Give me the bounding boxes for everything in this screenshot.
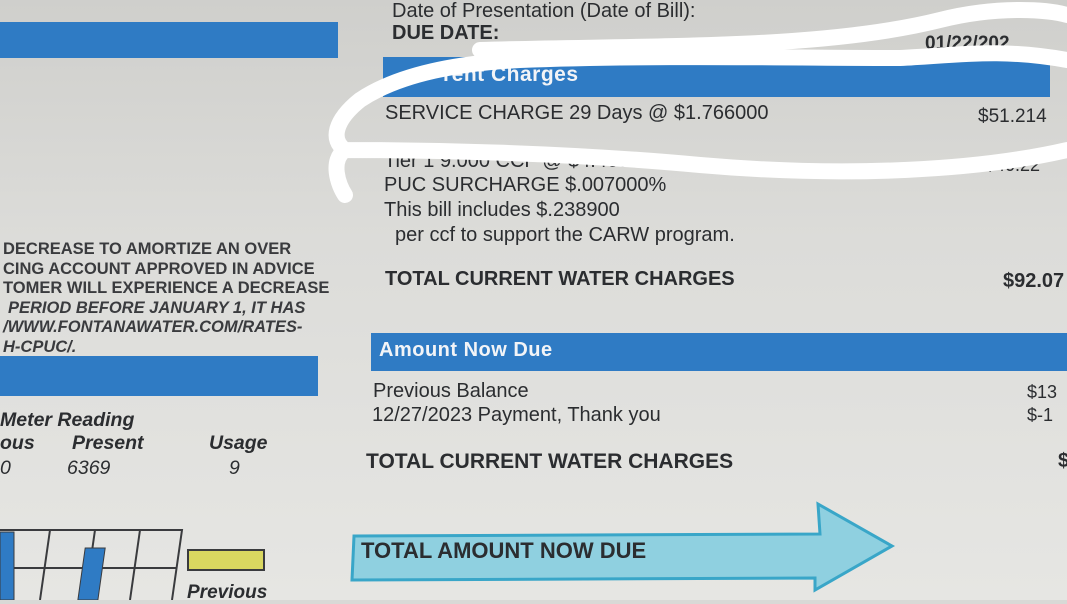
section-bar bbox=[0, 22, 338, 58]
meter-value-previous: 0 bbox=[0, 457, 11, 479]
previous-balance-label: Previous Balance bbox=[373, 380, 529, 402]
notice-line: DECREASE TO AMORTIZE AN OVER bbox=[3, 240, 292, 258]
notice-text: DECREASE TO AMORTIZE AN OVER CING ACCOUN… bbox=[3, 240, 329, 357]
amount-now-due-header: Amount Now Due bbox=[371, 333, 1067, 371]
usage-bar bbox=[77, 547, 106, 600]
amount-now-due-title: Amount Now Due bbox=[379, 339, 553, 361]
payment-label: 12/27/2023 Payment, Thank you bbox=[372, 404, 661, 426]
total-current-charges-amount: $92.07 bbox=[1003, 270, 1065, 292]
legend-swatch-previous bbox=[187, 549, 265, 571]
usage-bar bbox=[0, 531, 15, 600]
meter-reading-title: Meter Reading bbox=[0, 409, 135, 431]
notice-line: PERIOD BEFORE JANUARY 1, IT HAS bbox=[8, 298, 306, 317]
date-of-presentation-label: Date of Presentation (Date of Bill): bbox=[392, 0, 696, 22]
charge-line-service: SERVICE CHARGE 29 Days @ $1.766000 bbox=[385, 102, 769, 124]
notice-line: H-CPUC/. bbox=[3, 337, 77, 356]
notice-line: CING ACCOUNT APPROVED IN ADVICE bbox=[3, 259, 315, 278]
total-current-charges-label: TOTAL CURRENT WATER CHARGES bbox=[385, 268, 735, 290]
total-amount-now-due-label: TOTAL AMOUNT NOW DUE bbox=[361, 538, 647, 563]
charge-line-puc: PUC SURCHARGE $.007000% bbox=[384, 174, 667, 196]
notice-line: /WWW.FONTANAWATER.COM/RATES- bbox=[3, 318, 303, 336]
usage-chart bbox=[0, 529, 265, 600]
arrow-shape bbox=[350, 501, 896, 593]
due-date-label: DUE DATE: bbox=[392, 22, 500, 44]
notice-line: TOMER WILL EXPERIENCE A DECREASE bbox=[3, 279, 330, 297]
meter-col-usage: Usage bbox=[209, 432, 268, 454]
previous-balance-amount: $13 bbox=[1027, 382, 1058, 402]
payment-amount: $-1 bbox=[1027, 405, 1054, 425]
amount-due-total-charges-amount: $ bbox=[1058, 450, 1067, 472]
amount-due-total-charges-label: TOTAL CURRENT WATER CHARGES bbox=[366, 450, 734, 473]
legend-label-previous: Previous bbox=[187, 582, 268, 603]
meter-col-previous: ous bbox=[0, 432, 35, 454]
meter-col-present: Present bbox=[72, 432, 144, 454]
meter-section-bar bbox=[0, 356, 318, 396]
charge-line-carw-2: per ccf to support the CARW program. bbox=[395, 224, 735, 246]
charge-line-carw: This bill includes $.238900 bbox=[384, 199, 620, 221]
charge-amount-service: $51.214 bbox=[978, 106, 1047, 127]
meter-value-usage: 9 bbox=[229, 457, 240, 479]
meter-value-present: 6369 bbox=[67, 457, 111, 479]
